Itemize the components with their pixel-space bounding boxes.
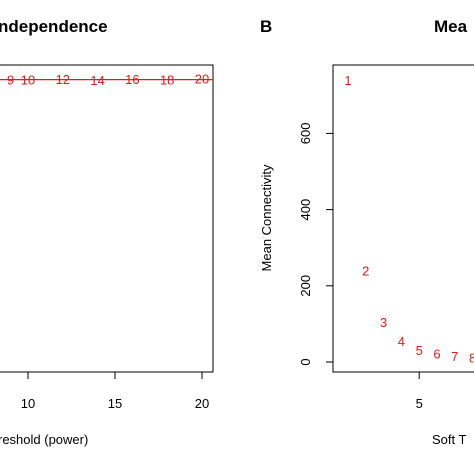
panel-b-point-label: 5 — [416, 343, 423, 358]
panel-b-x-axis-label: Soft T — [432, 432, 467, 447]
panel-a: ndependence 10 15 20 9 10 12 14 16 18 20 reshold… — [0, 17, 214, 447]
panel-b-point-label: 2 — [362, 264, 369, 279]
panel-b-y-ticks: 0 200 400 600 — [298, 123, 333, 366]
panel-a-x-tick-label: 20 — [195, 396, 209, 411]
panel-a-points: 9 10 12 14 16 18 20 — [7, 72, 209, 88]
panel-a-x-axis-label: reshold (power) — [0, 432, 88, 447]
panel-a-point-label: 14 — [90, 73, 104, 88]
panel-a-point-label: 16 — [125, 72, 139, 87]
panel-b-point-label: 1 — [344, 73, 351, 88]
panel-b-y-tick-label: 0 — [298, 358, 313, 365]
panel-b-x-ticks: 5 — [416, 372, 423, 411]
panel-b-points: 1 2 345 6 7 8 — [344, 73, 474, 365]
panel-a-x-tick-label: 15 — [108, 396, 122, 411]
panel-a-point-label: 20 — [195, 72, 209, 87]
panel-b-point-label: 8 — [469, 350, 474, 365]
panel-b-point-label: 7 — [451, 349, 458, 364]
panel-a-plot-frame — [0, 64, 214, 373]
panel-a-point-label: 10 — [21, 73, 35, 88]
panel-a-title: ndependence — [0, 17, 108, 36]
panel-a-x-tick-label: 10 — [21, 396, 35, 411]
panel-a-point-label: 9 — [7, 72, 14, 87]
panel-b-y-axis-label: Mean Connectivity — [259, 164, 274, 271]
panel-b-y-tick-label: 400 — [298, 199, 313, 221]
panel-b-point-label: 4 — [398, 334, 405, 349]
panel-b-y-tick-label: 600 — [298, 123, 313, 145]
panel-b-point-label: 6 — [433, 347, 440, 362]
panel-b-plot-frame — [332, 64, 474, 373]
panel-a-point-label: 18 — [160, 72, 174, 87]
panel-a-x-ticks: 10 15 20 — [21, 372, 209, 411]
panel-b-point-label: 3 — [380, 315, 387, 330]
panel-b-title: Mea — [434, 17, 468, 36]
panel-b-y-tick-label: 200 — [298, 275, 313, 297]
panel-b-x-tick-label: 5 — [416, 396, 423, 411]
panel-b-letter: B — [260, 17, 272, 36]
panel-a-point-label: 12 — [56, 72, 70, 87]
